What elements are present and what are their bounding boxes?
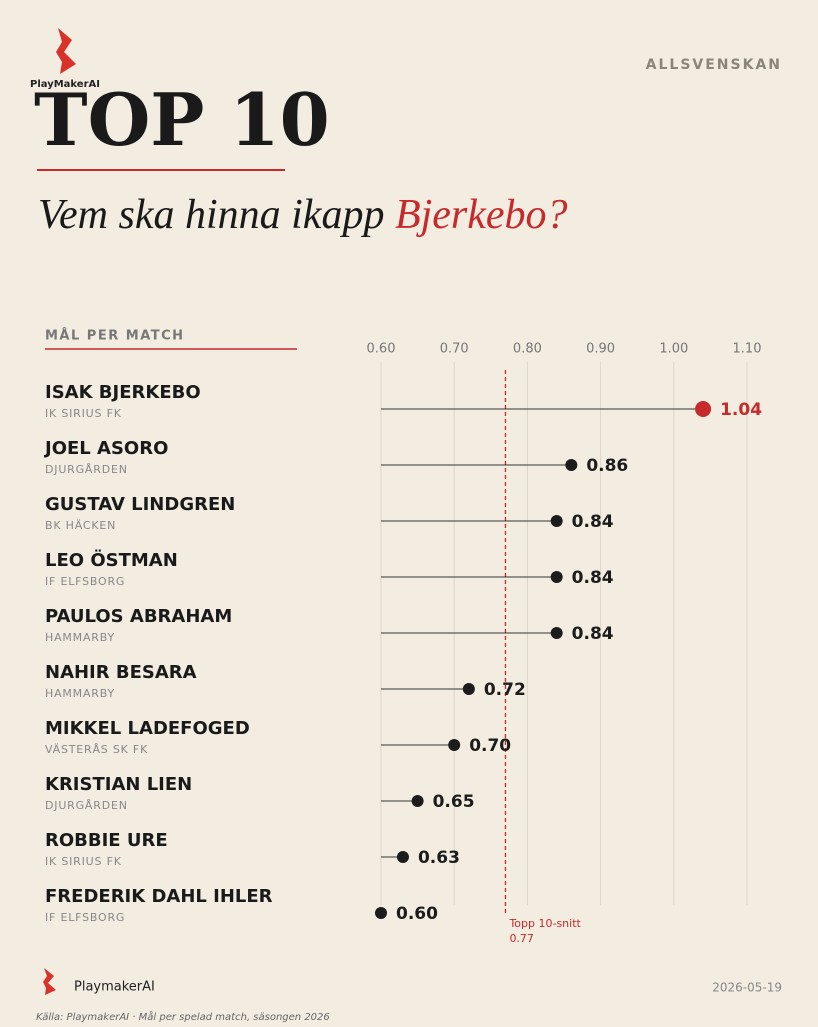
axis-label: MÅL PER MATCH <box>45 328 185 344</box>
player-name: NAHIR BESARA <box>45 662 197 683</box>
value-label: 0.84 <box>572 568 614 588</box>
team-name: IF ELFSBORG <box>45 575 125 588</box>
team-name: DJURGÅRDEN <box>45 799 128 812</box>
player-name: ROBBIE URE <box>45 830 168 851</box>
team-name: IK SIRIUS FK <box>45 855 122 868</box>
player-name: MIKKEL LADEFOGED <box>45 718 250 739</box>
team-name: HAMMARBY <box>45 687 115 700</box>
date: 2026-05-19 <box>712 981 782 995</box>
value-label: 0.86 <box>586 456 628 476</box>
league: ALLSVENSKAN <box>646 57 782 73</box>
dot <box>550 627 563 639</box>
dot <box>565 459 578 471</box>
value-label: 0.70 <box>469 736 511 756</box>
reference-value: 0.77 <box>509 932 534 945</box>
logo <box>56 28 76 74</box>
player-name: GUSTAV LINDGREN <box>45 494 235 515</box>
value-label: 0.60 <box>396 904 438 924</box>
player-name: PAULOS ABRAHAM <box>45 606 232 627</box>
value-label: 0.84 <box>572 624 614 644</box>
value-label: 0.84 <box>572 512 614 532</box>
footer-logo <box>43 968 56 995</box>
player-name: ISAK BJERKEBO <box>45 382 201 403</box>
dot <box>550 571 563 583</box>
x-tick-label: 1.00 <box>659 342 688 357</box>
dot <box>375 907 387 919</box>
reference-label: Topp 10-snitt <box>508 917 581 930</box>
title: TOP 10 <box>34 77 330 162</box>
player-name: JOEL ASORO <box>43 438 168 459</box>
subtitle-text: Vem ska hinna ikapp <box>38 192 395 238</box>
team-name: HAMMARBY <box>45 631 115 644</box>
dot <box>550 515 563 527</box>
player-name: FREDERIK DAHL IHLER <box>45 886 273 907</box>
x-tick-label: 0.90 <box>586 342 615 357</box>
value-label: 1.04 <box>720 400 762 420</box>
value-label: 0.63 <box>418 848 460 868</box>
plot: 0.60 0.70 0.80 0.90 1.00 1.10 Topp 10-snitt 0.7… <box>43 342 762 946</box>
x-tick-label: 0.70 <box>440 342 469 357</box>
dot <box>411 795 424 807</box>
x-tick-label: 0.80 <box>513 342 542 357</box>
team-name: BK HÄCKEN <box>45 519 116 532</box>
team-name: DJURGÅRDEN <box>45 463 128 476</box>
subtitle-highlight: Bjerkebo? <box>395 192 568 238</box>
player-name: KRISTIAN LIEN <box>45 774 192 795</box>
dot <box>462 683 475 695</box>
footer-brand: PlaymakerAI <box>74 980 155 995</box>
brand: PlayMakerAI <box>30 79 100 90</box>
value-label: 0.72 <box>484 680 526 700</box>
player-name: LEO ÖSTMAN <box>45 549 178 571</box>
value-label: 0.65 <box>433 792 475 812</box>
team-name: IK SIRIUS FK <box>45 407 122 420</box>
team-name: IF ELFSBORG <box>45 911 125 924</box>
source: Källa: PlaymakerAI · Mål per spelad matc… <box>36 1010 330 1023</box>
team-name: VÄSTERÅS SK FK <box>45 743 148 756</box>
dot <box>448 739 461 751</box>
dot <box>396 851 409 863</box>
dot <box>695 401 712 417</box>
x-tick-label: 1.10 <box>733 342 762 357</box>
subtitle: Vem ska hinna ikapp Bjerkebo? <box>38 192 568 238</box>
x-tick-label: 0.60 <box>367 342 396 357</box>
